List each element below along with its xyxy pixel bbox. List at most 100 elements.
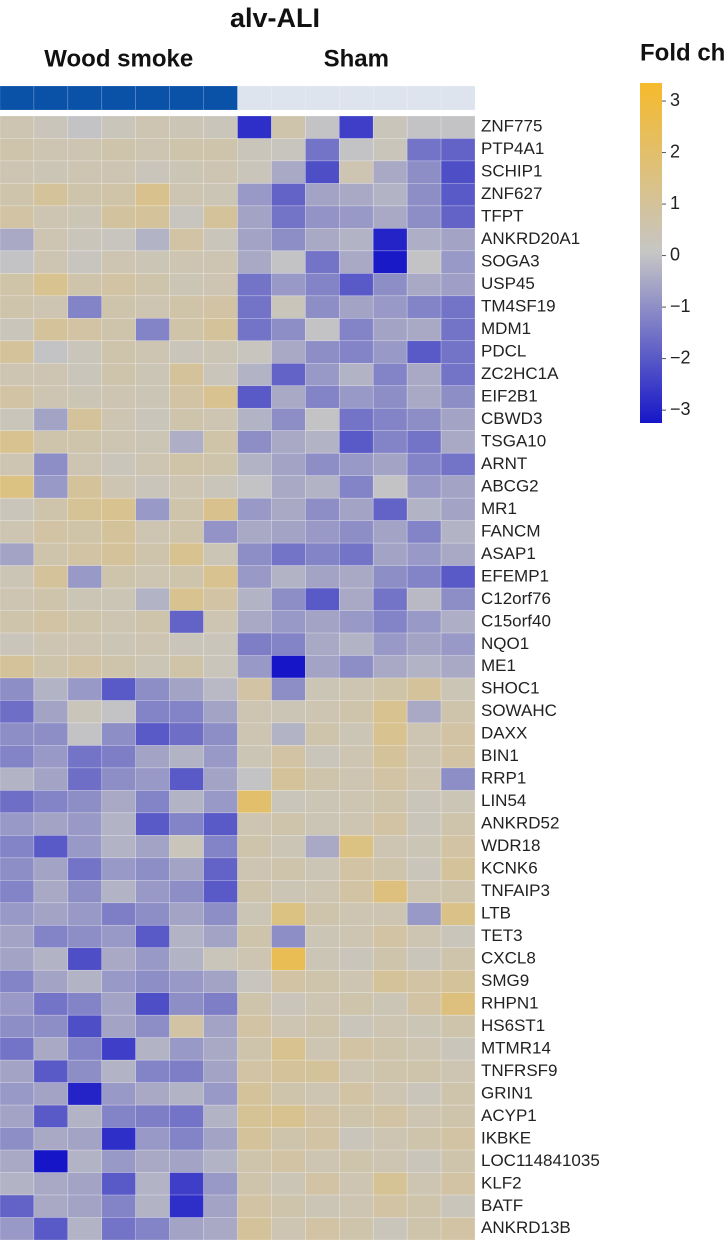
heat-cell	[33, 565, 69, 589]
heat-cell	[101, 1172, 137, 1196]
heat-cell	[338, 385, 374, 409]
heat-cell	[305, 250, 340, 274]
heat-cell	[67, 587, 103, 611]
heat-cell	[33, 295, 69, 319]
heat-cell	[440, 1104, 476, 1128]
heat-cell	[169, 1037, 204, 1061]
heat-cell	[338, 115, 374, 139]
heat-cell	[203, 1172, 238, 1196]
heat-cell	[135, 655, 170, 679]
heat-cell	[169, 790, 204, 814]
heat-cell	[203, 497, 238, 521]
heat-cell	[372, 969, 408, 994]
heat-cell	[305, 700, 340, 724]
row-label: MDM1	[481, 319, 531, 338]
heat-cell	[372, 452, 408, 476]
heat-cell	[305, 138, 340, 162]
group-cell	[237, 85, 272, 111]
heat-cell	[67, 565, 103, 589]
heat-cell	[33, 520, 69, 544]
heat-cell	[237, 430, 272, 454]
heat-cell	[271, 1082, 306, 1106]
heat-cell	[440, 160, 476, 184]
heat-cell	[169, 1217, 204, 1240]
heat-cell	[271, 318, 306, 342]
heat-cell	[372, 183, 408, 207]
heat-cell	[237, 745, 272, 769]
heat-cell	[406, 1014, 442, 1038]
heat-cell	[169, 542, 204, 566]
heat-cell	[101, 160, 137, 184]
heat-cell	[372, 295, 408, 319]
heat-cell	[372, 700, 408, 724]
heat-cell	[203, 587, 238, 611]
heat-cell	[338, 318, 374, 342]
heat-cell	[237, 1059, 272, 1083]
heat-cell	[203, 318, 238, 342]
heat-cell	[372, 1082, 408, 1106]
heat-cell	[372, 722, 408, 746]
heat-cell	[135, 969, 170, 994]
heat-cell	[0, 790, 35, 814]
heat-cell	[271, 385, 306, 409]
heat-cell	[305, 1217, 340, 1240]
row-label: SCHIP1	[481, 162, 542, 181]
heat-cell	[203, 1014, 238, 1038]
heat-cell	[67, 430, 103, 454]
heat-cell	[203, 700, 238, 724]
heat-cell	[440, 767, 476, 791]
heat-cell	[237, 228, 272, 252]
heat-cell	[406, 160, 442, 184]
heat-cell	[135, 542, 170, 566]
heat-cell	[33, 587, 69, 611]
heat-cell	[338, 1172, 374, 1196]
heat-cell	[406, 1082, 442, 1106]
heat-cell	[406, 1059, 442, 1083]
heat-cell	[406, 924, 442, 949]
heat-cell	[372, 475, 408, 499]
heat-cell	[237, 655, 272, 679]
heat-cell	[440, 1037, 476, 1061]
colorbar	[640, 83, 662, 423]
heat-cell	[338, 610, 374, 634]
heat-cell	[305, 677, 340, 701]
heat-cell	[271, 632, 306, 656]
heat-cell	[406, 812, 442, 836]
heat-cell	[338, 880, 374, 904]
heat-cell	[305, 542, 340, 566]
heat-cell	[135, 1172, 170, 1196]
heat-cell	[338, 745, 374, 769]
heat-cell	[169, 160, 204, 184]
heat-cell	[135, 1014, 170, 1038]
heat-cell	[338, 835, 374, 859]
heat-cell	[67, 700, 103, 724]
row-label: SOWAHC	[481, 701, 557, 720]
heat-cell	[440, 880, 476, 904]
heat-cell	[33, 115, 69, 139]
heat-cell	[305, 407, 340, 432]
colorbar-tick-label: 2	[670, 141, 680, 161]
heat-cell	[305, 183, 340, 207]
heat-cell	[135, 677, 170, 701]
heat-cell	[169, 969, 204, 994]
heat-cell	[372, 318, 408, 342]
heat-cell	[372, 138, 408, 162]
heat-cell	[135, 160, 170, 184]
heat-cell	[67, 1059, 103, 1083]
row-label: RHPN1	[481, 993, 539, 1012]
heat-cell	[169, 745, 204, 769]
heat-cell	[135, 835, 170, 859]
heat-cell	[271, 745, 306, 769]
heat-cell	[440, 722, 476, 746]
heat-cell	[101, 992, 137, 1016]
heat-cell	[101, 542, 137, 566]
heat-cell	[0, 1037, 35, 1061]
heat-cell	[406, 407, 442, 432]
heat-cell	[406, 1037, 442, 1061]
heat-cell	[203, 1082, 238, 1106]
heat-cell	[305, 655, 340, 679]
heat-cell	[101, 1104, 137, 1128]
heat-cell	[406, 250, 442, 274]
heat-cell	[33, 610, 69, 634]
